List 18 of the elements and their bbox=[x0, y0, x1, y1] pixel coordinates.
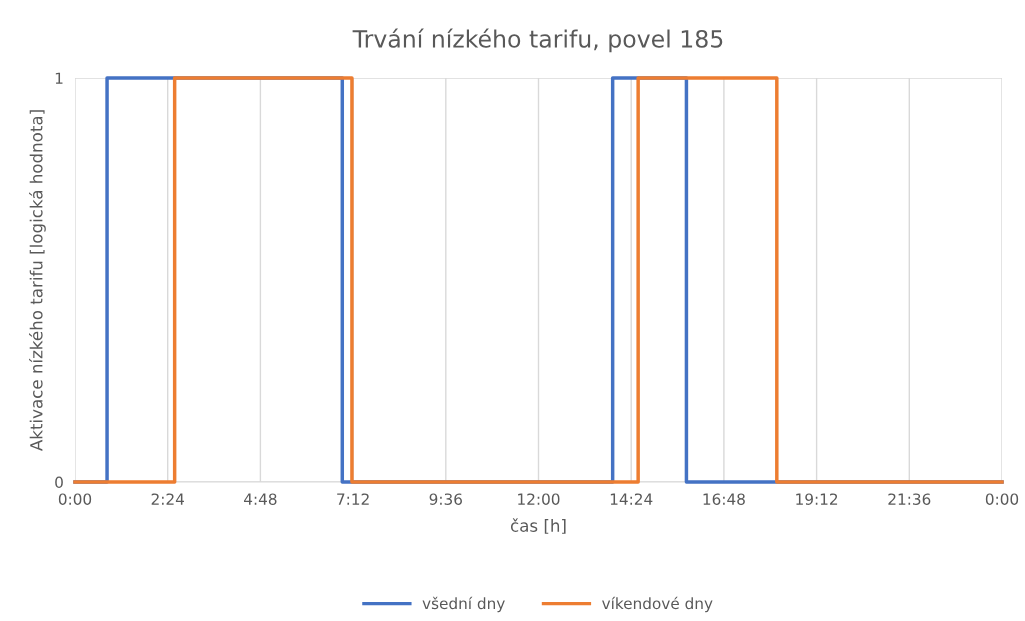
legend-label: víkendové dny bbox=[602, 596, 713, 613]
y-tick-label: 0 bbox=[55, 476, 63, 489]
chart-title: Trvání nízkého tarifu, povel 185 bbox=[352, 28, 723, 53]
y-tick-label: 1 bbox=[55, 72, 63, 84]
x-tick-label: 21:36 bbox=[888, 493, 931, 505]
x-tick-label: 0:00 bbox=[985, 493, 1019, 505]
x-tick-label: 19:12 bbox=[796, 493, 838, 505]
legend-label: všední dny bbox=[422, 596, 505, 613]
x-tick-label: 12:00 bbox=[518, 493, 560, 505]
x-tick-label: 4:48 bbox=[243, 493, 277, 505]
x-axis-title: čas [h] bbox=[510, 518, 566, 534]
x-tick-label: 9:36 bbox=[429, 493, 462, 505]
x-tick-label: 14:24 bbox=[610, 493, 653, 505]
x-tick-label: 7:12 bbox=[337, 493, 369, 505]
y-axis-title: Aktivace nízkého tarifu [logická hodnota] bbox=[29, 110, 46, 451]
x-tick-label: 0:00 bbox=[58, 493, 92, 505]
x-tick-label: 16:48 bbox=[703, 493, 745, 505]
x-tick-label: 2:24 bbox=[151, 493, 184, 505]
